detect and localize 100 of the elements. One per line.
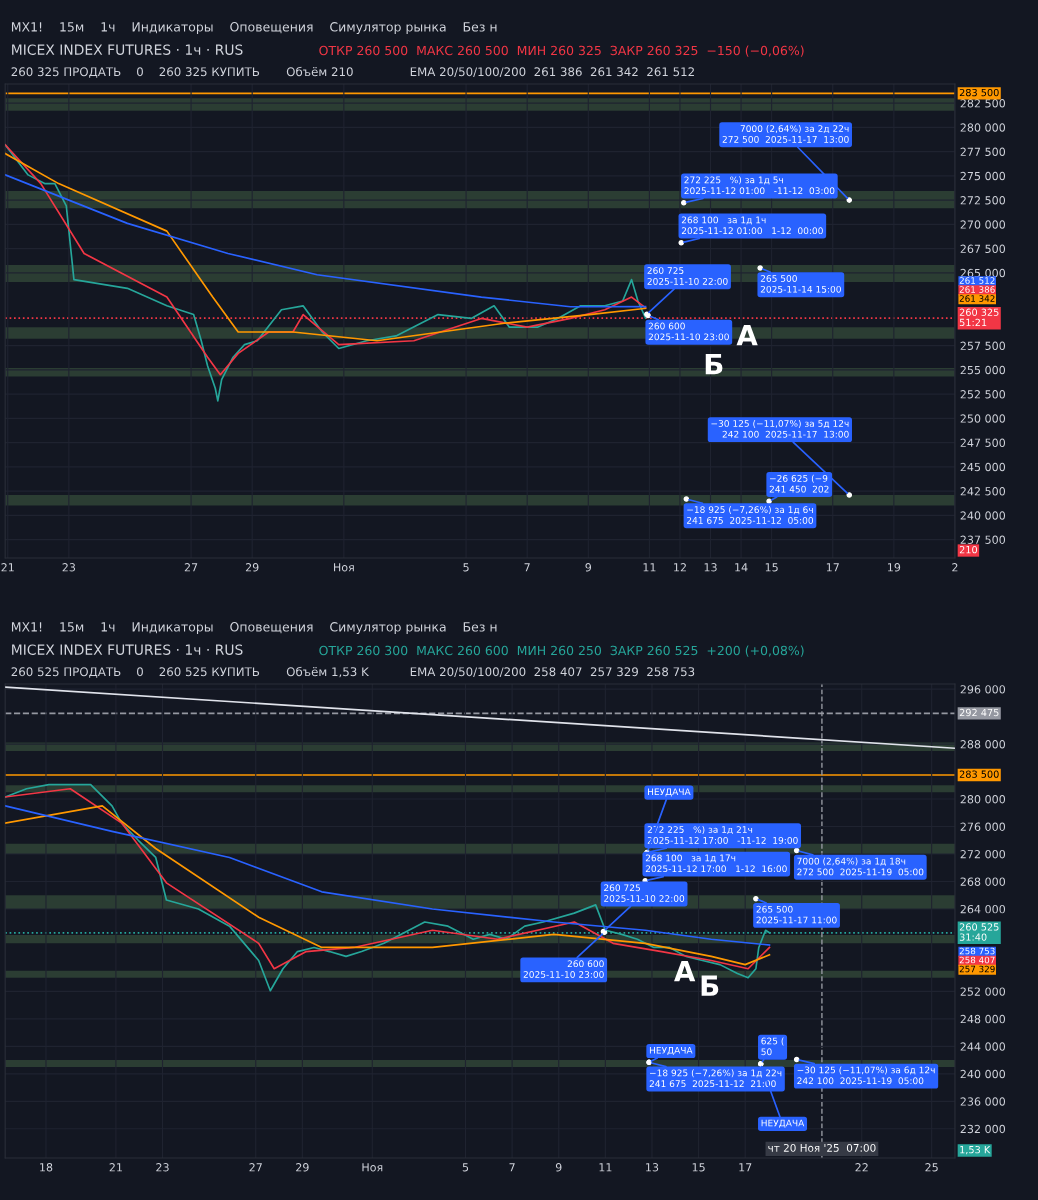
annotation: НЕУДАЧА (648, 788, 691, 797)
text: EMA 20/50/100/200 258 407 257 329 258 753 (410, 667, 695, 678)
y-tick-label: 280 000 (960, 123, 1006, 132)
x-tick-label: 7 (509, 1163, 515, 1172)
x-tick-label: 17 (739, 1163, 752, 1172)
x-tick-label: 19 (888, 563, 901, 572)
annotation: Б (701, 975, 719, 996)
line-series (5, 174, 647, 308)
text: EMA 20/50/100/200 261 386 261 342 261 512 (410, 67, 694, 78)
y-tick-label: 237 500 (960, 535, 1006, 544)
x-tick-label: Ноя (334, 563, 354, 572)
y-tick-label: 277 500 (960, 147, 1006, 156)
y-tick-label: 248 000 (960, 1014, 1006, 1024)
x-tick-label: 18 (40, 1163, 53, 1172)
y-tick-label: 275 000 (960, 171, 1006, 181)
x-tick-label: 14 (735, 563, 748, 572)
y-tick-label: 252 500 (960, 390, 1006, 399)
text: 210 (959, 545, 978, 554)
y-tick-label: 276 000 (960, 822, 1006, 831)
y-tick-label: 257 500 (960, 341, 1006, 350)
annotation: 7000 (2,64%) за 2д 22ч 272 500 2025-11-17 13:00 (722, 125, 849, 143)
ref-line-label: 283 500 (959, 88, 999, 97)
y-tick-label: 272 500 (960, 196, 1006, 205)
x-tick-label: Ноя (362, 1163, 383, 1172)
x-tick-label: 9 (555, 1163, 562, 1172)
annotation: А (736, 325, 758, 346)
chart-subtitle: ОТКР 260 300 МАКС 260 600 МИН 260 250 ЗАКР 260 525 +200 (+0,08%) (319, 645, 804, 657)
y-tick-label: 244 000 (960, 1042, 1006, 1051)
annotation: −30 125 (−11,07%) за 5д 12ч 242 100 2025-11-17 13:00 (711, 419, 849, 438)
annotation: 265 500 2025-11-14 15:00 (760, 275, 841, 293)
y-tick-label: 265 000 (960, 268, 1006, 278)
ref-line-label: 260 325 51:21 (959, 308, 999, 327)
y-tick-label: 250 000 (960, 414, 1006, 423)
x-tick-label: 13 (704, 563, 717, 572)
chart-subtitle: ОТКР 260 500 МАКС 260 500 МИН 260 325 ЗАКР 260 325 −150 (−0,06%) (319, 45, 804, 57)
text: MX1! 15м 1ч Индикаторы Оповещения Симулятор рынка Без н (11, 22, 497, 34)
chart-title: MICEX INDEX FUTURES · 1ч · RUS (12, 644, 243, 655)
annotation: −30 125 (−11,07%) за 6д 12ч 242 100 2025-11-19 05:00 (797, 1066, 935, 1085)
x-tick-label: 25 (925, 1163, 938, 1172)
x-tick-label: 9 (585, 563, 592, 572)
annotation: −26 625 (−9 241 450 202 (769, 474, 829, 493)
ref-line-label: 260 525 31:40 (959, 923, 999, 941)
text: 257 329 (959, 965, 995, 973)
x-tick-label: 11 (643, 563, 656, 572)
x-tick-label: 5 (463, 563, 469, 572)
x-tick-label: 23 (156, 1163, 169, 1172)
x-tick-label: 27 (249, 1163, 262, 1172)
annotation: 7000 (2,64%) за 1д 18ч 272 500 2025-11-19 05:00 (797, 857, 924, 876)
y-tick-label: 270 000 (960, 220, 1006, 229)
annotation: 260 600 2025-11-10 23:00 (523, 960, 604, 978)
ref-line-label: 292 475 (959, 708, 999, 717)
x-tick-label: 27 (184, 563, 198, 572)
y-tick-label: 240 000 (960, 511, 1006, 520)
y-tick-label: 296 000 (960, 685, 1006, 694)
text: 258 753 (959, 947, 995, 955)
line-series (5, 152, 647, 342)
y-tick-label: 240 000 (960, 1069, 1006, 1079)
x-tick-label: 29 (296, 1163, 309, 1172)
text: 261 386 (959, 286, 995, 293)
annotation: 268 100 за 1д 1ч 2025-11-12 01:00 1-12 00:00 (681, 216, 823, 235)
annotation: НЕУДАЧА (649, 1046, 693, 1055)
text: 1,53 K (960, 1145, 991, 1155)
x-tick-label: 23 (62, 563, 76, 572)
x-tick-label: 17 (826, 563, 839, 572)
text: 261 342 (959, 295, 995, 302)
annotation: 260 725 2025-11-10 22:00 (647, 267, 728, 285)
y-tick-label: 252 000 (960, 987, 1006, 996)
x-tick-label: 21 (1, 563, 14, 572)
y-tick-label: 288 000 (960, 740, 1006, 749)
y-tick-label: 242 500 (960, 487, 1006, 496)
annotation: 272 225 %) за 1д 21ч 2025-11-12 17:00 -11-12 19:00 (647, 826, 798, 844)
x-tick-label: 2 (952, 563, 958, 572)
y-tick-label: 264 000 (960, 904, 1006, 914)
x-tick-label: 5 (462, 1163, 469, 1172)
text: 261 512 (959, 277, 995, 284)
annotation: Б (705, 353, 723, 375)
x-tick-label: 22 (855, 1163, 868, 1172)
annotation: 272 225 %) за 1д 5ч 2025-11-12 01:00 -11-12 03:00 (684, 176, 835, 195)
annotation: 268 100 за 1д 17ч 2025-11-12 17:00 1-12 16:00 (645, 854, 787, 873)
y-tick-label: 268 000 (960, 877, 1006, 886)
text: MX1! 15м 1ч Индикаторы Оповещения Симулятор рынка Без н (11, 622, 497, 634)
x-tick-label: 11 (599, 1163, 612, 1172)
ref-line-label: 283 500 (959, 770, 999, 778)
annotation: НЕУДАЧА (761, 1119, 805, 1128)
annotation: 265 500 2025-11-17 11:00 (756, 905, 837, 924)
y-tick-label: 236 000 (960, 1097, 1006, 1106)
annotation: 260 725 2025-11-10 22:00 (604, 884, 685, 902)
x-tick-label: 12 (674, 563, 686, 572)
x-tick-label: 29 (245, 563, 259, 572)
y-tick-label: 267 500 (960, 244, 1006, 253)
annotation: −18 925 (−7,26%) за 1д 6ч 241 675 2025-11-12 05:00 (686, 506, 814, 524)
ref-line-label: чт 20 Ноя '25 07:00 (768, 1143, 876, 1152)
y-tick-label: 272 000 (960, 850, 1006, 859)
text: 260 325 ПРОДАТЬ 0 260 325 КУПИТЬ (11, 67, 260, 78)
x-tick-label: 21 (109, 1163, 122, 1172)
x-tick-label: 7 (524, 563, 530, 572)
y-tick-label: 247 500 (960, 438, 1006, 447)
y-tick-label: 280 000 (960, 795, 1006, 804)
x-tick-label: 15 (692, 1163, 705, 1172)
x-tick-label: 13 (646, 1163, 659, 1172)
